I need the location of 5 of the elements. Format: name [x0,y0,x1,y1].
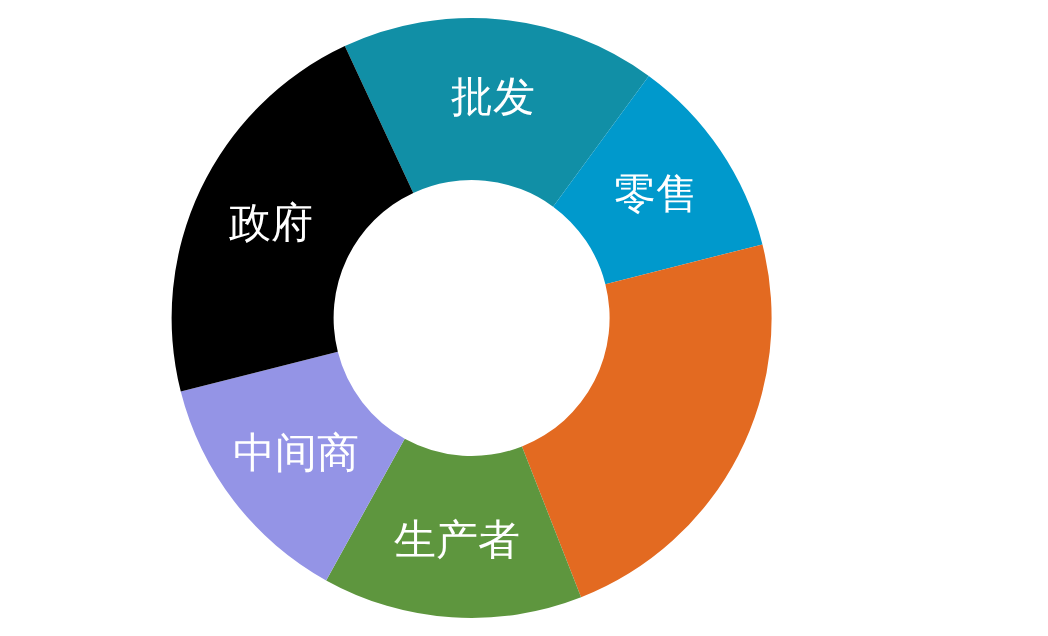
slice-label: 零售 [613,170,698,217]
slice-label: 生产者 [393,516,520,563]
slice-label: 批发 [451,74,536,121]
slice-label: 中间商 [232,430,359,477]
slice-label: 政府 [229,199,314,246]
